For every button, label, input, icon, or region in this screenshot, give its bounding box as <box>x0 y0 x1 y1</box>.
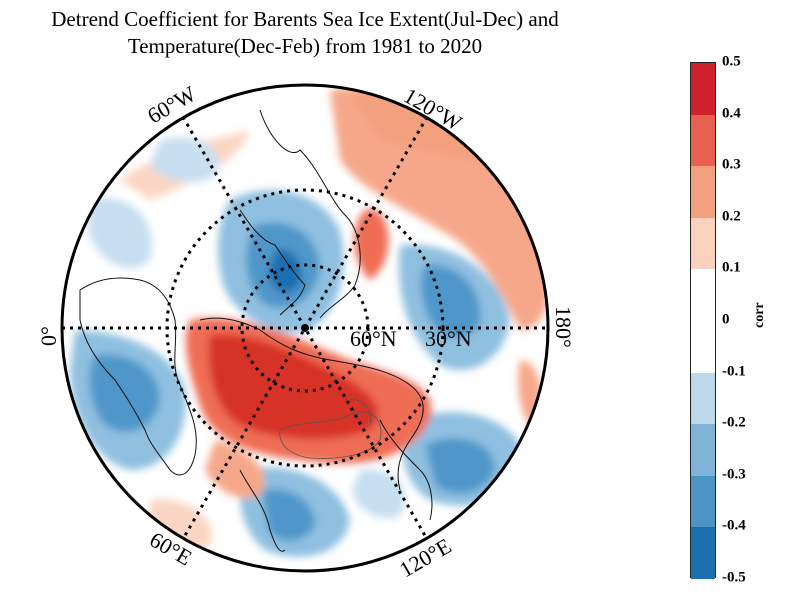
colorbar-segment <box>691 527 715 580</box>
colorbar-tick-label: -0.1 <box>722 363 746 380</box>
colorbar-label: corr <box>752 302 767 328</box>
colorbar-tick-label: 0.4 <box>722 105 741 122</box>
title-line-1: Detrend Coefficient for Barents Sea Ice … <box>51 7 559 31</box>
polar-map: 60°W 120°W 0° 180° 60°E 120°E 60°N 30°N <box>36 81 576 583</box>
meridian-120w-60e <box>181 116 429 540</box>
title-line-2: Temperature(Dec-Feb) from 1981 to 2020 <box>127 34 483 58</box>
colorbar-segment <box>691 475 715 528</box>
colorbar-tick-label: -0.2 <box>722 414 746 431</box>
colorbar-segment <box>691 114 715 167</box>
lat-label-30n: 30°N <box>425 326 472 351</box>
colorbar-tick-label: -0.3 <box>722 466 746 483</box>
country-borders <box>279 398 382 459</box>
colorbar-tick-label: 0.5 <box>722 53 741 70</box>
colorbar-tick-label: 0.2 <box>722 208 741 225</box>
colorbar-segment <box>691 269 715 322</box>
colorbar-tick-label: -0.5 <box>722 569 746 586</box>
lon-label-0: 0° <box>36 326 61 346</box>
lat-label-60n: 60°N <box>350 326 397 351</box>
colorbar-segment <box>691 217 715 270</box>
meridian-60w-120e <box>181 116 429 540</box>
colorbar-segment <box>691 166 715 219</box>
map-title: Detrend Coefficient for Barents Sea Ice … <box>0 6 610 60</box>
colorbar-segment <box>691 424 715 477</box>
colorbar-tick-label: 0 <box>722 311 730 328</box>
colorbar-tick-label: 0.1 <box>722 259 741 276</box>
colorbar-tick-label: 0.3 <box>722 156 741 173</box>
colorbar-segment <box>691 372 715 425</box>
colorbar-segment <box>691 63 715 116</box>
north-pole-marker <box>301 324 309 332</box>
map-frame <box>60 83 550 573</box>
lon-label-180: 180° <box>551 306 576 348</box>
anomaly-field <box>70 87 548 557</box>
colorbar-segment <box>691 321 715 374</box>
colorbar <box>690 62 716 580</box>
colorbar-tick-label: -0.4 <box>722 517 746 534</box>
